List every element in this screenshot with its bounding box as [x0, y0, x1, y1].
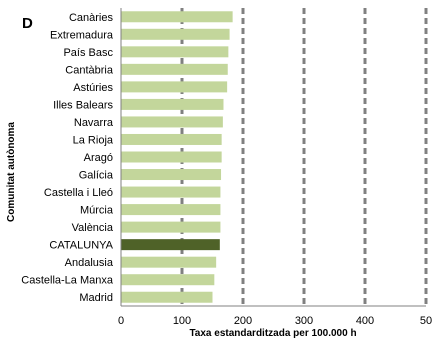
category-labels: Canàries Extremadura País Basc Cantàbria Ast…	[21, 12, 114, 304]
category-label-3: Cantàbria	[65, 64, 114, 76]
bar-0	[121, 11, 233, 23]
bar-11	[121, 204, 221, 216]
x-tick-label-4: 400	[356, 315, 374, 327]
bar-2	[121, 46, 229, 58]
bar-6	[121, 116, 223, 128]
category-label-14: Andalusia	[65, 257, 114, 269]
y-axis-title: Comunitat autònoma	[6, 122, 17, 222]
bar-15	[121, 274, 215, 286]
category-label-10: Castella i Lleó	[44, 187, 113, 199]
x-tick-label-3: 300	[295, 315, 313, 327]
category-label-11: Múrcia	[80, 205, 114, 217]
category-label-16: Madrid	[79, 292, 113, 304]
category-label-2: País Basc	[63, 47, 113, 59]
category-label-1: Extremadura	[50, 29, 114, 41]
x-tick-label-0: 0	[118, 315, 124, 327]
category-label-6: Navarra	[74, 117, 114, 129]
bar-5	[121, 98, 224, 110]
category-label-12: València	[72, 222, 114, 234]
bar-3	[121, 63, 228, 75]
category-label-9: Galícia	[79, 170, 114, 182]
x-tick-label-5: 50	[420, 315, 432, 327]
bar-4	[121, 81, 228, 93]
category-label-15: Castella-La Manxa	[21, 275, 114, 287]
panel-label: D	[22, 15, 33, 32]
bar-10	[121, 186, 221, 198]
category-label-8: Aragó	[84, 152, 113, 164]
bar-7	[121, 133, 222, 145]
bar-1	[121, 28, 230, 40]
category-label-5: Illes Balears	[53, 99, 113, 111]
bar-14	[121, 256, 217, 268]
category-label-4: Astúries	[73, 82, 113, 94]
category-label-7: La Rioja	[73, 134, 114, 146]
category-label-0: Canàries	[69, 12, 114, 24]
x-tick-label-1: 100	[173, 315, 191, 327]
bar-8	[121, 151, 222, 163]
category-label-13: CATALUNYA	[49, 240, 113, 252]
bar-13	[121, 239, 220, 251]
x-axis-title: Taxa estandarditzada per 100.000 h	[189, 328, 356, 339]
bar-16	[121, 291, 213, 303]
bars	[121, 11, 233, 303]
bar-9	[121, 169, 222, 181]
bar-12	[121, 221, 221, 233]
x-tick-label-2: 200	[234, 315, 252, 327]
x-tick-labels: 0 100 200 300 400 50	[118, 315, 432, 327]
